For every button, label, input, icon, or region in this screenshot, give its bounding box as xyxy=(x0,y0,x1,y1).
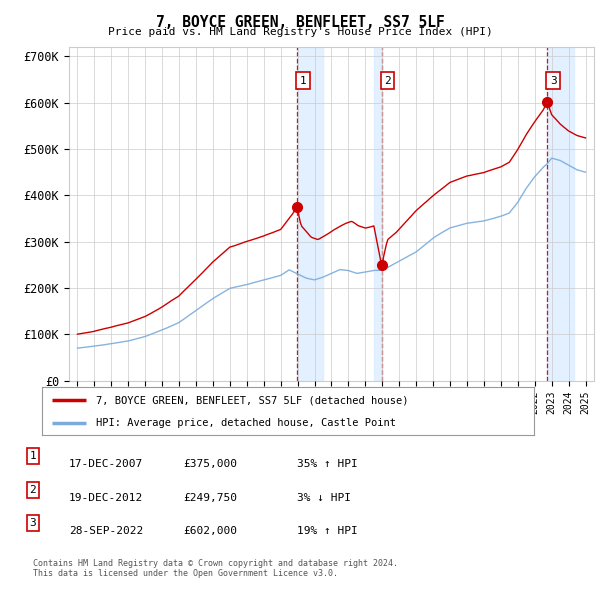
Text: 7, BOYCE GREEN, BENFLEET, SS7 5LF (detached house): 7, BOYCE GREEN, BENFLEET, SS7 5LF (detac… xyxy=(96,395,409,405)
Text: 19% ↑ HPI: 19% ↑ HPI xyxy=(297,526,358,536)
Text: 17-DEC-2007: 17-DEC-2007 xyxy=(69,459,143,469)
Text: 2: 2 xyxy=(384,76,391,86)
Text: 28-SEP-2022: 28-SEP-2022 xyxy=(69,526,143,536)
Bar xyxy=(374,47,382,381)
Text: 3% ↓ HPI: 3% ↓ HPI xyxy=(297,493,351,503)
Text: 1: 1 xyxy=(29,451,37,461)
Text: 2: 2 xyxy=(29,485,37,494)
Text: 1: 1 xyxy=(299,76,306,86)
Text: £249,750: £249,750 xyxy=(183,493,237,503)
Text: 19-DEC-2012: 19-DEC-2012 xyxy=(69,493,143,503)
Text: 3: 3 xyxy=(550,76,557,86)
Text: HPI: Average price, detached house, Castle Point: HPI: Average price, detached house, Cast… xyxy=(96,418,396,428)
Text: 3: 3 xyxy=(29,519,37,528)
Text: 7, BOYCE GREEN, BENFLEET, SS7 5LF: 7, BOYCE GREEN, BENFLEET, SS7 5LF xyxy=(155,15,445,30)
Text: 35% ↑ HPI: 35% ↑ HPI xyxy=(297,459,358,469)
Text: Contains HM Land Registry data © Crown copyright and database right 2024.: Contains HM Land Registry data © Crown c… xyxy=(33,559,398,568)
Bar xyxy=(547,47,574,381)
Text: £375,000: £375,000 xyxy=(183,459,237,469)
Text: £602,000: £602,000 xyxy=(183,526,237,536)
Text: This data is licensed under the Open Government Licence v3.0.: This data is licensed under the Open Gov… xyxy=(33,569,338,578)
Bar xyxy=(297,47,323,381)
Text: Price paid vs. HM Land Registry's House Price Index (HPI): Price paid vs. HM Land Registry's House … xyxy=(107,27,493,37)
